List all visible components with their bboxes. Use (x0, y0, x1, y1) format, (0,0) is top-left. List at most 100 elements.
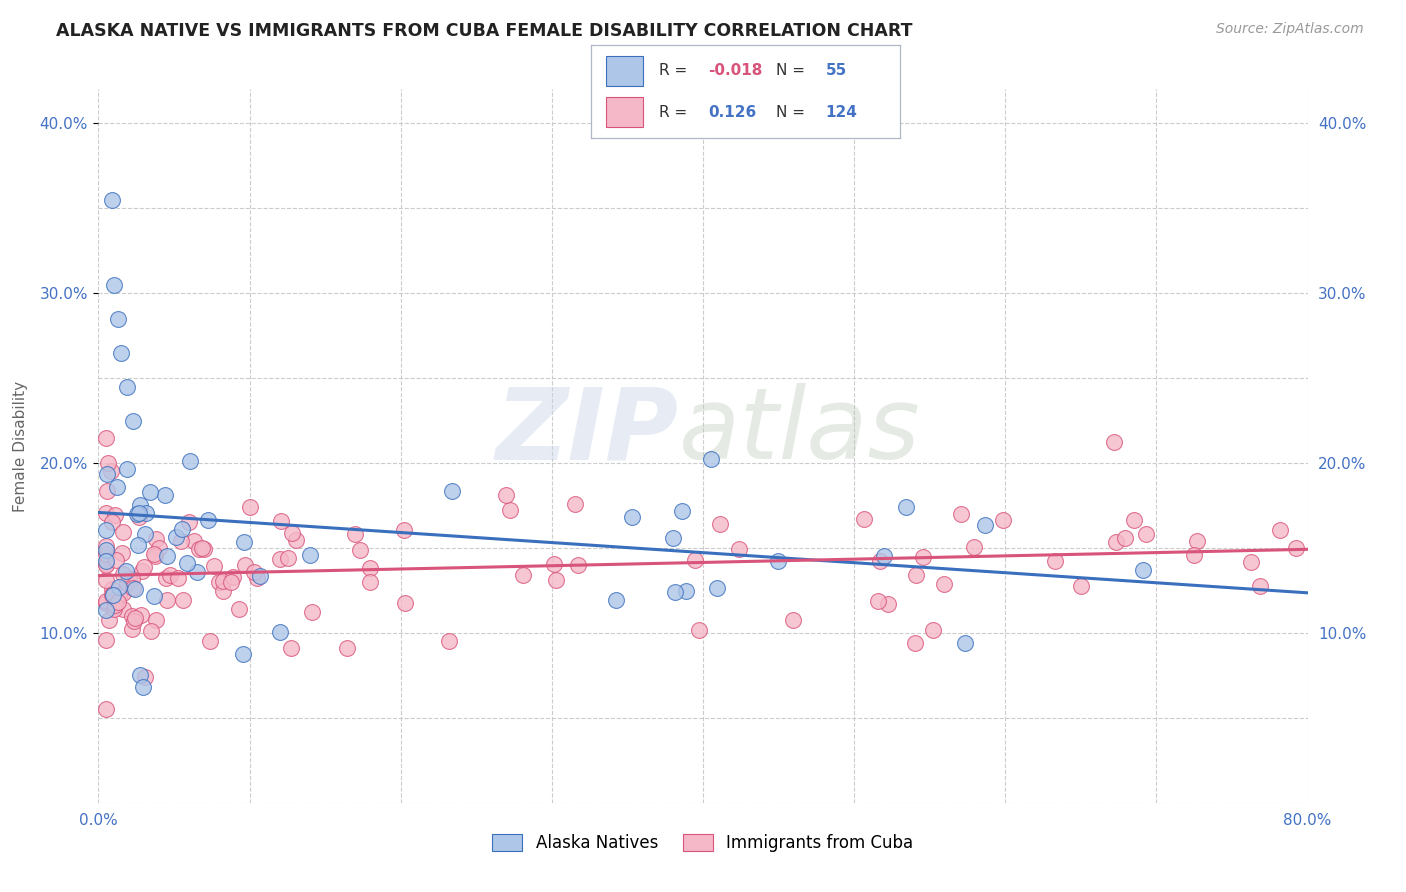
Point (110, 345, 132, 359)
Text: Source: ZipAtlas.com: Source: ZipAtlas.com (1216, 22, 1364, 37)
Point (104, 553, 127, 567)
Point (904, 636, 927, 650)
Point (111, 546, 134, 560)
Point (190, 541, 212, 555)
Point (877, 597, 900, 611)
Point (124, 582, 146, 596)
FancyBboxPatch shape (606, 56, 643, 86)
Text: 124: 124 (825, 104, 858, 120)
Point (115, 564, 138, 578)
Point (360, 560, 382, 574)
Text: atlas: atlas (679, 384, 921, 480)
Point (284, 533, 307, 547)
Point (1240, 555, 1263, 569)
Point (177, 515, 200, 529)
Point (392, 523, 415, 537)
Point (156, 592, 179, 607)
Point (94, 573, 117, 587)
Text: 55: 55 (825, 63, 846, 78)
Point (269, 551, 291, 566)
Point (94, 632, 117, 647)
Text: R =: R = (658, 63, 692, 78)
Point (662, 531, 685, 545)
Point (128, 510, 150, 524)
Point (132, 681, 155, 695)
Point (94, 524, 117, 538)
Point (567, 558, 589, 573)
Point (115, 576, 138, 591)
Point (94, 594, 117, 608)
Point (134, 669, 156, 683)
Point (512, 568, 534, 582)
Point (193, 542, 215, 557)
Point (172, 593, 194, 607)
Point (953, 636, 976, 650)
Point (922, 623, 945, 637)
Point (243, 566, 266, 580)
Point (1185, 534, 1208, 549)
Point (121, 573, 143, 587)
Point (564, 497, 586, 511)
Point (105, 480, 128, 494)
Point (117, 461, 139, 475)
Point (1070, 579, 1092, 593)
Point (143, 548, 166, 562)
Point (104, 508, 127, 522)
Point (280, 641, 302, 656)
Point (118, 572, 141, 586)
Point (221, 570, 243, 584)
Point (706, 581, 728, 595)
Point (709, 516, 731, 531)
Point (103, 602, 125, 616)
Point (96, 467, 118, 482)
Text: -0.018: -0.018 (709, 63, 762, 78)
Point (239, 500, 262, 515)
Point (186, 565, 208, 579)
Point (671, 504, 693, 518)
Point (269, 624, 291, 639)
Point (96, 483, 118, 498)
Point (621, 509, 644, 524)
Point (949, 507, 972, 521)
Point (869, 554, 891, 568)
Text: N =: N = (776, 104, 810, 120)
Point (249, 569, 271, 583)
Point (1182, 549, 1205, 563)
Point (139, 624, 162, 638)
Point (198, 634, 221, 648)
Point (1135, 527, 1157, 541)
Point (94, 557, 117, 571)
Point (170, 534, 193, 549)
Text: ZIP: ZIP (496, 384, 679, 480)
Point (115, 379, 138, 393)
Point (766, 554, 789, 568)
Point (145, 533, 167, 547)
Point (155, 572, 177, 586)
Point (349, 543, 371, 558)
Point (101, 193, 124, 207)
Point (852, 512, 875, 526)
Text: R =: R = (658, 104, 696, 120)
Point (543, 558, 565, 572)
Point (246, 572, 269, 586)
Point (394, 596, 416, 610)
Point (235, 558, 257, 572)
Text: ALASKA NATIVE VS IMMIGRANTS FROM CUBA FEMALE DISABILITY CORRELATION CHART: ALASKA NATIVE VS IMMIGRANTS FROM CUBA FE… (56, 22, 912, 40)
Text: N =: N = (776, 63, 810, 78)
Point (176, 556, 198, 570)
Point (94, 702, 117, 716)
Point (94, 603, 117, 617)
Point (675, 583, 697, 598)
Point (974, 518, 997, 533)
Point (134, 526, 156, 541)
Point (156, 549, 179, 564)
Point (139, 485, 162, 500)
Point (145, 613, 167, 627)
Point (440, 484, 463, 499)
Point (166, 571, 188, 585)
Point (228, 602, 250, 616)
Point (1268, 523, 1291, 537)
Point (1122, 513, 1144, 527)
Point (94, 558, 117, 572)
Point (664, 585, 686, 599)
